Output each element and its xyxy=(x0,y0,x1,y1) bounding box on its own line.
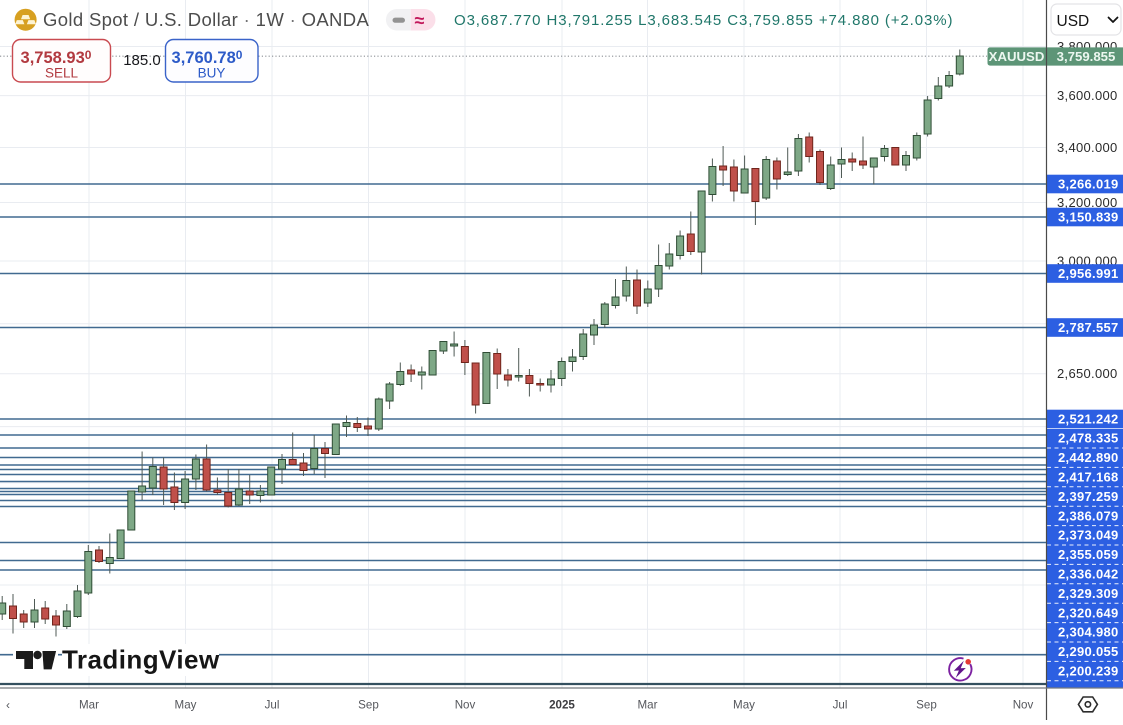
svg-text:2,956.991: 2,956.991 xyxy=(1058,266,1119,281)
svg-text:3,400.000: 3,400.000 xyxy=(1057,140,1118,155)
svg-text:Jul: Jul xyxy=(833,699,848,712)
svg-text:2,290.055: 2,290.055 xyxy=(1058,644,1119,659)
svg-text:SELL: SELL xyxy=(45,66,79,81)
svg-text:2025: 2025 xyxy=(549,699,575,712)
svg-text:2,329.309: 2,329.309 xyxy=(1058,586,1119,601)
svg-text:USD: USD xyxy=(1057,13,1090,30)
svg-text:3,758.930: 3,758.930 xyxy=(21,48,92,67)
svg-text:Sep: Sep xyxy=(358,699,379,712)
svg-text:O3,687.770 H3,791.255 L3,683.5: O3,687.770 H3,791.255 L3,683.545 C3,759.… xyxy=(454,12,953,29)
svg-text:3,200.000: 3,200.000 xyxy=(1057,195,1118,210)
svg-text:XAUUSD: XAUUSD xyxy=(989,49,1045,64)
svg-text:‹: ‹ xyxy=(6,698,10,712)
svg-text:3,759.855: 3,759.855 xyxy=(1057,49,1116,64)
svg-text:2,355.059: 2,355.059 xyxy=(1058,547,1119,562)
svg-text:2,650.000: 2,650.000 xyxy=(1057,366,1118,381)
svg-text:2,521.242: 2,521.242 xyxy=(1058,411,1119,426)
svg-text:May: May xyxy=(175,699,197,712)
svg-text:2,442.890: 2,442.890 xyxy=(1058,450,1119,465)
svg-text:May: May xyxy=(733,699,755,712)
svg-text:2,787.557: 2,787.557 xyxy=(1058,320,1119,335)
svg-text:Mar: Mar xyxy=(638,699,658,712)
svg-text:Nov: Nov xyxy=(1013,699,1034,712)
svg-text:3,760.780: 3,760.780 xyxy=(172,48,243,67)
svg-text:185.0: 185.0 xyxy=(123,52,161,69)
svg-text:2,478.335: 2,478.335 xyxy=(1058,431,1119,446)
svg-text:Nov: Nov xyxy=(455,699,476,712)
svg-text:2,386.079: 2,386.079 xyxy=(1058,508,1119,523)
svg-text:2,417.168: 2,417.168 xyxy=(1058,470,1119,485)
svg-text:2,397.259: 2,397.259 xyxy=(1058,489,1119,504)
svg-text:3,266.019: 3,266.019 xyxy=(1058,176,1119,191)
svg-text:2,373.049: 2,373.049 xyxy=(1058,528,1119,543)
svg-text:Sep: Sep xyxy=(916,699,937,712)
svg-text:≈: ≈ xyxy=(415,11,425,31)
svg-text:TradingView: TradingView xyxy=(62,645,220,675)
svg-text:BUY: BUY xyxy=(198,66,226,81)
svg-text:3,600.000: 3,600.000 xyxy=(1057,88,1118,103)
svg-text:Gold Spot / U.S. Dollar · 1W ·: Gold Spot / U.S. Dollar · 1W · OANDA xyxy=(43,9,369,30)
svg-text:3,150.839: 3,150.839 xyxy=(1058,209,1119,224)
svg-text:Jul: Jul xyxy=(265,699,280,712)
svg-text:Mar: Mar xyxy=(79,699,99,712)
svg-text:2,336.042: 2,336.042 xyxy=(1058,567,1119,582)
svg-text:2,304.980: 2,304.980 xyxy=(1058,625,1119,640)
svg-text:2,320.649: 2,320.649 xyxy=(1058,605,1119,620)
svg-text:2,200.239: 2,200.239 xyxy=(1058,664,1119,679)
